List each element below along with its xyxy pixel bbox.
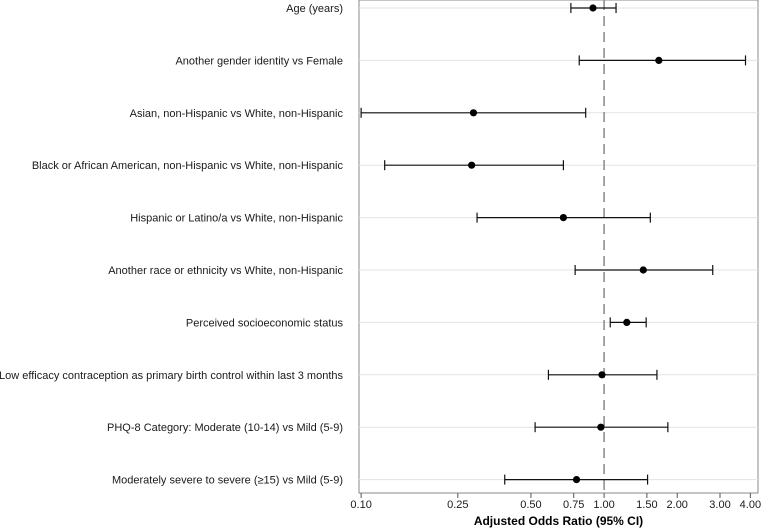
forest-row — [360, 107, 587, 118]
row-label: PHQ-8 Category: Moderate (10-14) vs Mild… — [107, 422, 343, 434]
x-tick-label: 4.00 — [740, 499, 761, 511]
row-label: Hispanic or Latino/a vs White, non-Hispa… — [130, 213, 343, 225]
x-tick-label: 0.50 — [520, 499, 541, 511]
x-tick-label: 2.00 — [667, 499, 688, 511]
row-label: Low efficacy contraception as primary bi… — [0, 370, 343, 382]
odds-ratio-point — [468, 161, 476, 169]
x-tick-label: 1.00 — [593, 499, 614, 511]
forest-rows — [360, 3, 747, 485]
odds-ratio-point — [623, 318, 631, 326]
odds-ratio-point — [639, 266, 647, 274]
x-axis: 0.10 0.25 0.50 0.75 1.00 1.50 2.00 3.00 4.00 — [350, 493, 761, 511]
forest-row — [384, 160, 564, 171]
forest-row — [578, 55, 747, 66]
forest-row — [547, 369, 658, 380]
x-tick-label: 0.25 — [447, 499, 468, 511]
x-tick-label: 0.75 — [563, 499, 584, 511]
x-tick-label: 3.00 — [709, 499, 730, 511]
row-label: Another gender identity vs Female — [175, 55, 343, 67]
forest-row — [476, 212, 651, 223]
forest-row — [574, 265, 714, 275]
odds-ratio-point — [655, 56, 663, 64]
forest-row — [609, 317, 647, 328]
row-label: Moderately severe to severe (≥15) vs Mil… — [112, 475, 343, 487]
row-label: Age (years) — [286, 3, 343, 15]
forest-row — [534, 422, 669, 433]
odds-ratio-point — [589, 4, 597, 12]
row-labels: Age (years) Another gender identity vs Fe… — [0, 3, 343, 487]
plot-area — [358, 0, 759, 494]
row-label: Perceived socioeconomic status — [186, 317, 344, 329]
odds-ratio-point — [598, 371, 606, 379]
x-tick-label: 1.50 — [636, 499, 657, 511]
odds-ratio-point — [559, 214, 567, 222]
x-axis-label: Adjusted Odds Ratio (95% CI) — [474, 514, 643, 528]
odds-ratio-point — [572, 476, 581, 484]
row-label: Black or African American, non-Hispanic … — [32, 160, 344, 172]
forest-row — [504, 474, 649, 485]
row-label: Another race or ethnicity vs White, non-… — [108, 265, 343, 277]
odds-ratio-point — [597, 423, 605, 431]
row-label: Asian, non-Hispanic vs White, non-Hispan… — [130, 108, 344, 120]
x-tick-label: 0.10 — [350, 499, 371, 511]
odds-ratio-point — [469, 109, 478, 117]
forest-row — [570, 3, 617, 13]
